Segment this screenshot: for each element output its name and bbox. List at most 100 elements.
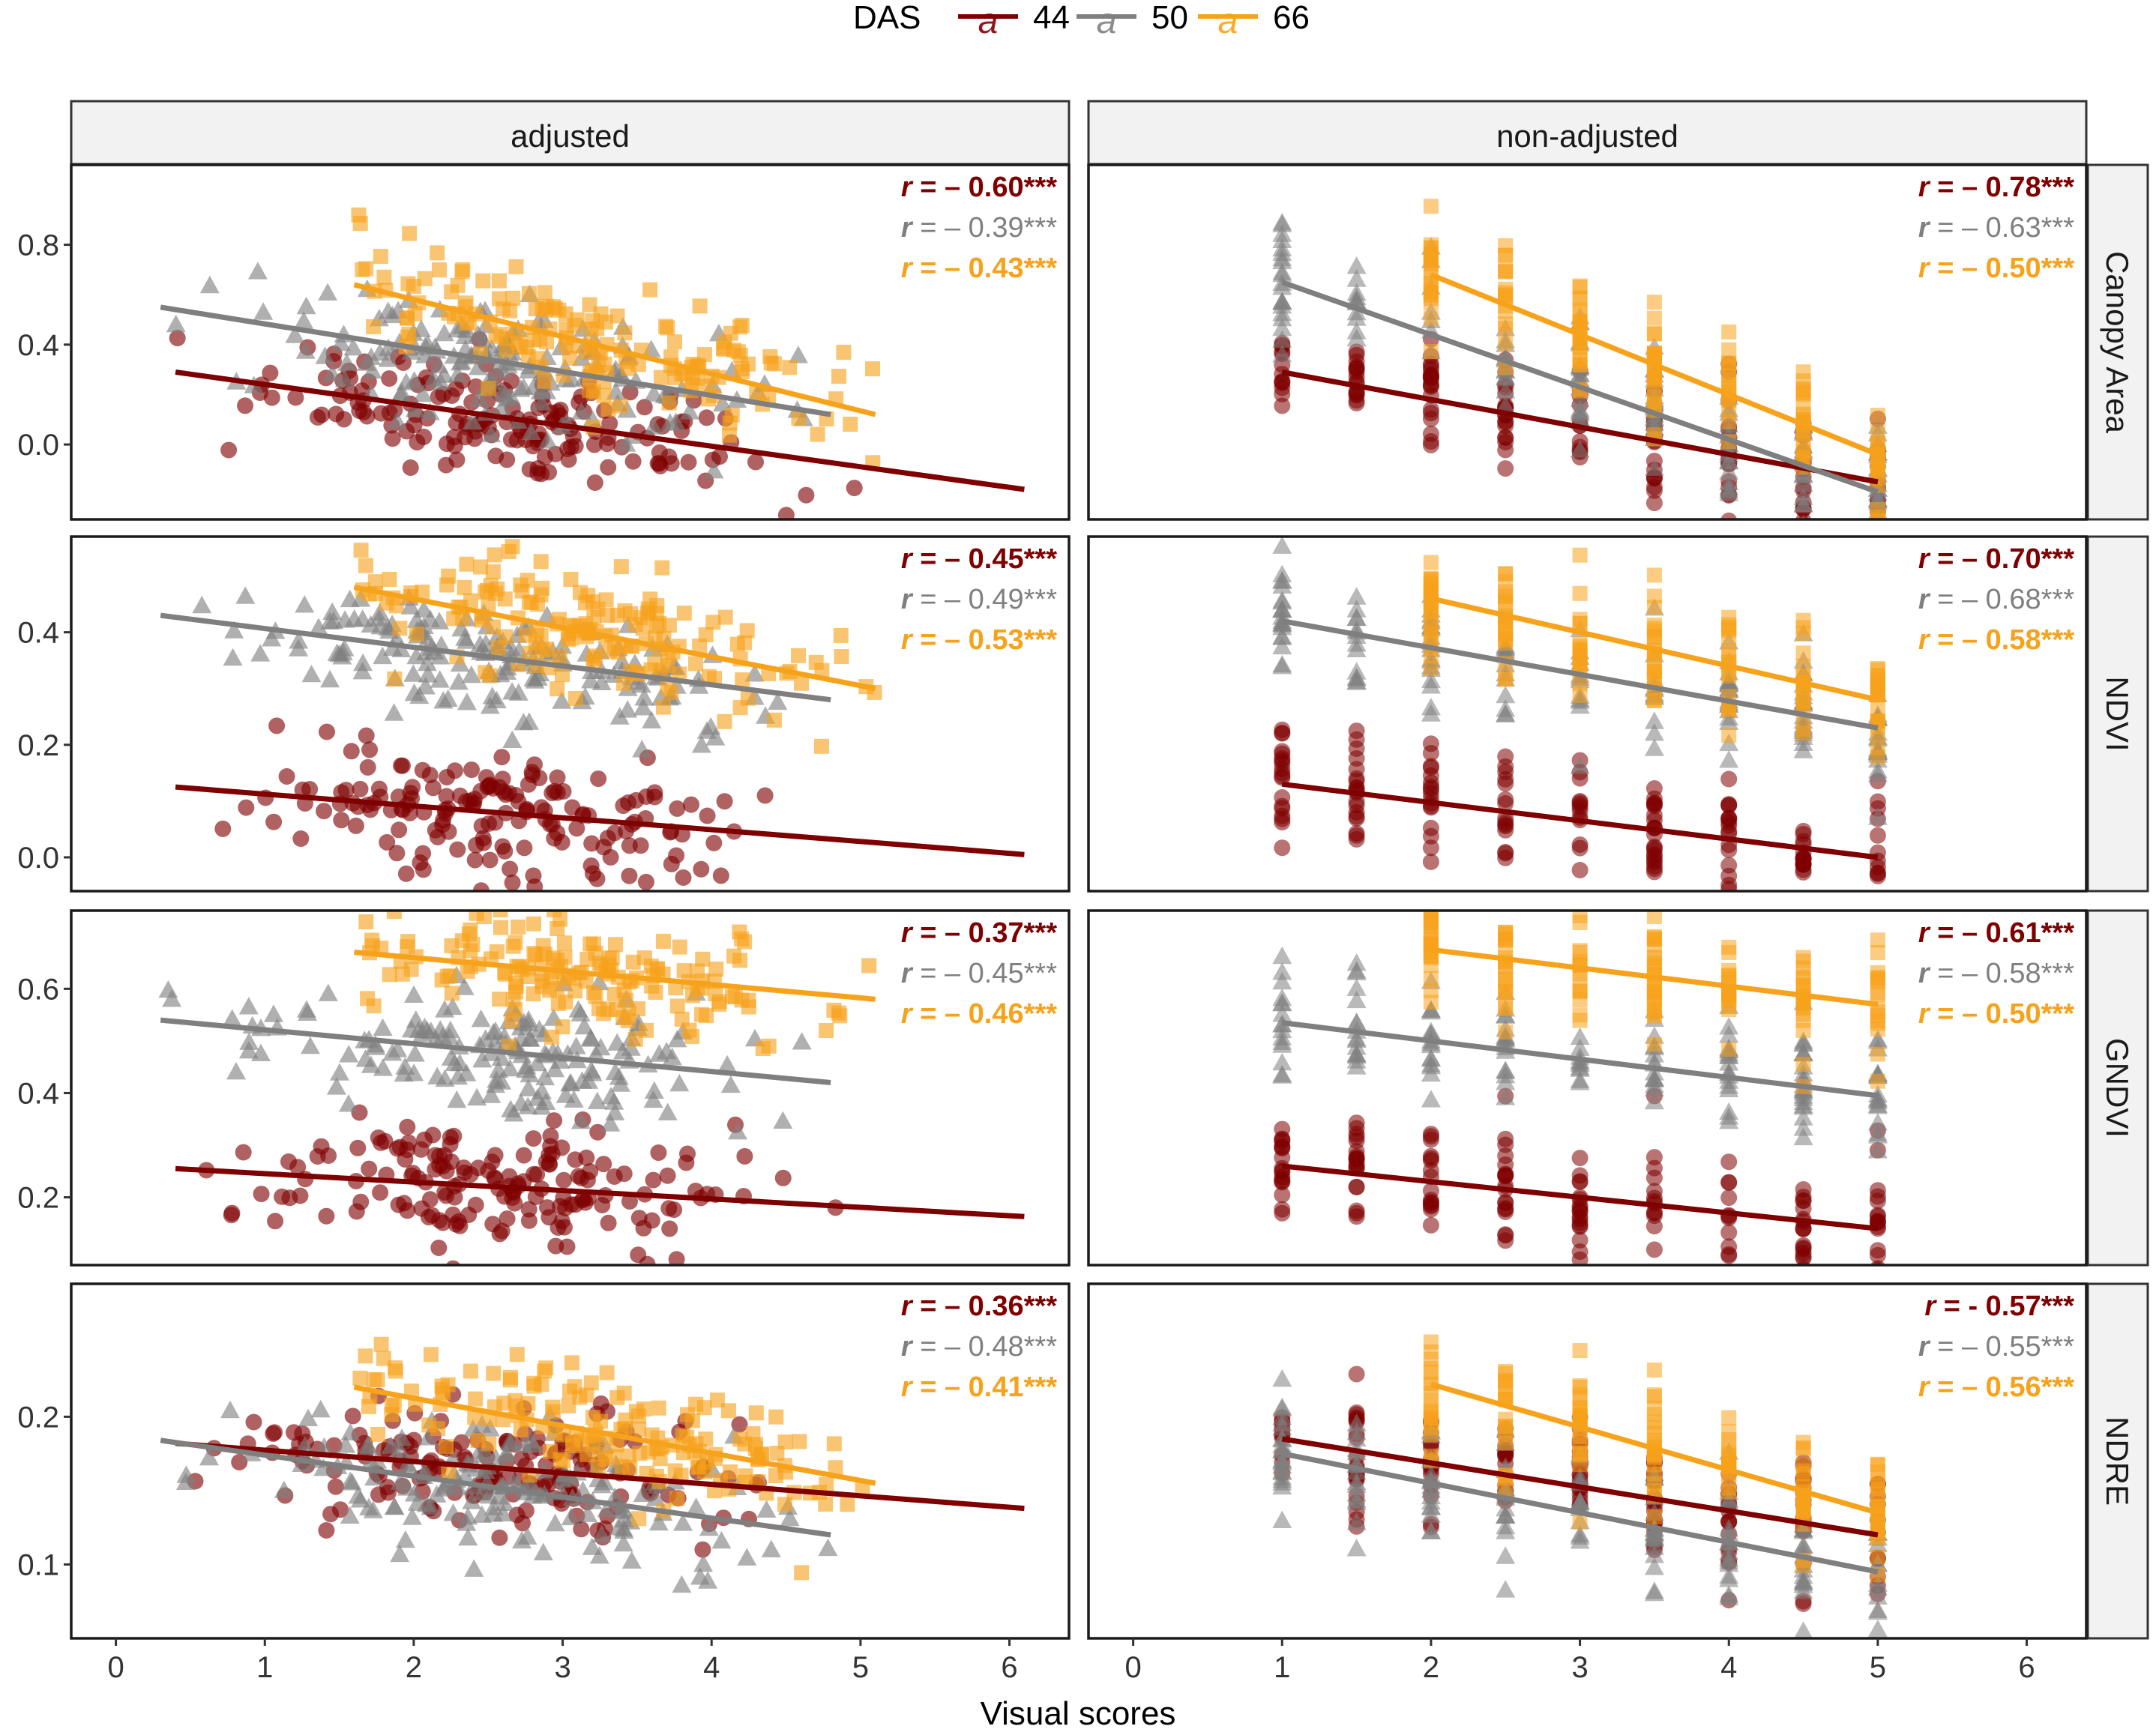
data-point-das66 [533,628,549,644]
data-point-das44 [798,486,815,504]
data-point-das50 [295,341,316,359]
data-point-das44 [525,1130,542,1147]
data-point-das66 [656,630,672,646]
data-point-das50 [609,1067,629,1085]
trend-line-das50 [1281,618,1879,731]
data-point-das50 [1346,1539,1367,1557]
correlation-label-das50: r = – 0.39*** [901,212,1057,244]
data-point-das50 [1272,988,1292,1007]
correlation-label-das50: r = – 0.68*** [1918,584,2074,615]
data-point-das66 [1572,982,1588,998]
data-point-das44 [621,867,638,884]
panel-nonadjusted-row-0: r = – 0.78*** r = – 0.63*** r = – 0.50*** [1087,163,2088,521]
strip-label-row-2: GNDVI [2100,1038,2135,1138]
data-point-das44 [1497,414,1514,431]
data-point-das44 [412,1141,430,1158]
data-point-das50 [1570,1467,1590,1485]
data-point-das50 [497,662,517,680]
data-point-das66 [1572,547,1588,563]
data-point-das44 [680,453,697,471]
data-point-das44 [349,1139,367,1156]
data-point-das50 [320,612,340,630]
data-point-das66 [1498,1419,1514,1434]
trend-line-das50 [160,612,831,703]
data-point-das44 [470,1159,487,1177]
data-point-das66 [667,334,682,350]
data-point-das66 [609,607,625,623]
data-point-das50 [400,1458,420,1476]
data-point-das44 [381,370,398,387]
data-point-das66 [499,342,514,357]
data-point-das44 [1795,861,1812,878]
data-point-das44 [358,727,375,744]
data-point-das66 [1646,588,1662,604]
data-point-das50 [1644,738,1664,756]
data-point-das66 [732,924,747,940]
data-point-das50 [532,1097,552,1115]
data-point-das66 [732,1431,748,1447]
data-point-das66 [716,340,731,356]
data-point-das66 [717,609,733,625]
data-point-das44 [1571,1210,1589,1228]
data-point-das66 [1795,1503,1811,1519]
data-point-das66 [1424,895,1439,910]
data-point-das44 [502,860,519,878]
data-point-das50 [404,985,424,1003]
data-point-das50 [591,1524,612,1543]
data-point-das44 [397,1150,414,1168]
data-point-das50 [1346,634,1367,652]
data-point-das50 [296,296,316,315]
data-point-das66 [1423,1364,1439,1380]
data-point-das44 [415,861,432,878]
data-point-das50 [420,402,440,420]
data-point-das66 [1423,1351,1439,1367]
trend-line-das44 [175,1165,1025,1219]
data-point-das44 [352,780,369,797]
data-point-das50 [1719,452,1739,470]
data-point-das66 [1646,1037,1662,1052]
data-point-das44 [287,389,304,406]
data-point-das50 [486,1448,506,1466]
data-point-das66 [608,937,623,953]
data-point-das66 [1498,959,1514,975]
data-point-das50 [403,664,424,682]
data-point-das50 [382,1043,403,1061]
data-point-das50 [679,402,699,420]
data-point-das66 [439,1439,454,1455]
data-point-das66 [1423,1400,1439,1416]
data-point-das50 [166,314,186,333]
data-point-das50 [660,413,680,431]
x-tick-label: 0 [107,1651,124,1684]
correlation-label-das50: r = – 0.55*** [1918,1331,2074,1363]
data-point-das66 [1721,1484,1737,1500]
data-point-das50 [720,1075,741,1093]
data-point-das66 [840,1497,855,1512]
data-point-das44 [1645,1241,1663,1258]
correlation-label-das44: r = – 0.61*** [1918,917,2074,949]
data-point-das66 [591,1459,606,1475]
data-point-das66 [695,951,711,967]
data-point-das50 [573,1480,593,1499]
data-point-das50 [340,1422,361,1440]
data-point-das50 [253,302,274,320]
data-point-das44 [568,820,585,837]
trend-line-das66 [1430,596,1879,703]
data-point-das50 [1719,1566,1739,1584]
x-axis-title: Visual scores [981,1695,1176,1732]
data-point-das66 [491,273,507,289]
data-point-das66 [1572,1343,1588,1359]
data-point-das50 [1346,990,1367,1009]
data-point-das50 [1794,1621,1813,1638]
data-point-das50 [1496,381,1516,399]
data-point-das66 [709,1392,725,1408]
data-point-das44 [220,441,238,459]
data-point-das66 [698,627,714,642]
data-point-das50 [1272,318,1292,337]
strip-label-row-3: NDRE [2100,1416,2135,1506]
trend-line-das44 [1281,781,1879,860]
data-point-das44 [529,1166,546,1183]
data-point-das66 [613,559,629,575]
trend-line-das50 [1281,1451,1879,1575]
data-point-das50 [329,644,349,663]
data-point-das44 [235,1144,252,1161]
